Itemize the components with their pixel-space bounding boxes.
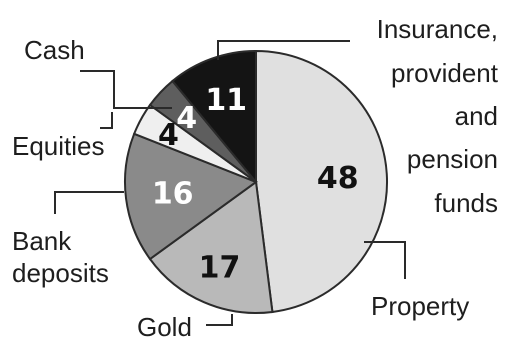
label-insurance-line2: provident (391, 58, 499, 88)
slice-value-bank-deposits: 16 (152, 177, 194, 212)
pie-slice-property (255, 49, 389, 314)
label-bank-deposits-line1: Bank (12, 226, 72, 256)
label-insurance-line1: Insurance, (377, 14, 498, 44)
pie-slice-insurance-provident-and-pension-funds (171, 49, 257, 185)
leader-line-property (364, 241, 406, 279)
slice-value-equities: 4 (158, 118, 179, 153)
pie-slice-bank-deposits (124, 132, 259, 261)
pie-slices (124, 49, 389, 314)
label-equities: Equities (12, 131, 105, 161)
label-insurance-line3: and (455, 101, 498, 131)
leader-line-insurance (217, 40, 350, 60)
pie-slice-gold (148, 180, 274, 314)
leader-line-cash (80, 70, 172, 109)
leader-line-bank-deposits (54, 191, 124, 214)
slice-value-insurance-provident-and-pension-funds: 11 (205, 83, 247, 118)
leader-line-equities (100, 112, 113, 129)
leader-line-gold (206, 314, 233, 326)
label-insurance-line4: pension (407, 144, 498, 174)
label-bank-deposits-line2: deposits (12, 258, 109, 288)
slice-value-cash: 4 (176, 101, 197, 136)
label-cash: Cash (24, 35, 85, 65)
slice-value-gold: 17 (199, 250, 241, 285)
label-property: Property (371, 291, 469, 321)
slice-value-property: 48 (317, 161, 359, 196)
label-gold: Gold (137, 312, 192, 341)
label-insurance-line5: funds (434, 188, 498, 218)
